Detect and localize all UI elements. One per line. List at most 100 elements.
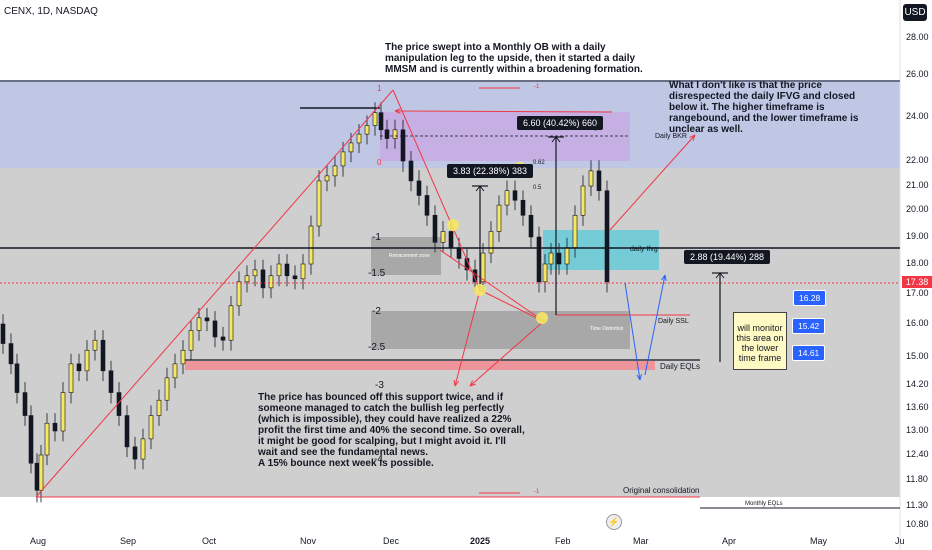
daily-ifvg-zone bbox=[543, 230, 659, 270]
y-tick-label: 18.00 bbox=[906, 258, 929, 268]
candle-body-9 bbox=[60, 392, 66, 432]
std-level-2-5: -2.5 bbox=[368, 342, 386, 353]
std-level-3: -3 bbox=[375, 380, 384, 391]
candle-body-50 bbox=[384, 129, 390, 139]
time-distortion-zone bbox=[371, 311, 630, 349]
proj-up bbox=[644, 274, 666, 376]
label-retracement-zone: Retracement zone bbox=[389, 253, 430, 259]
arrow-up-right bbox=[609, 134, 696, 231]
candle-body-70 bbox=[542, 263, 548, 283]
candle-body-59 bbox=[456, 247, 462, 259]
note-bottom: The price has bounced off this support t… bbox=[258, 392, 525, 469]
bottom-white-zone bbox=[0, 497, 900, 550]
x-tick-label: May bbox=[810, 536, 828, 546]
candle-body-33 bbox=[252, 269, 258, 277]
swing-dot-1 bbox=[447, 219, 459, 231]
candle-body-29 bbox=[220, 336, 226, 341]
y-tick-label: 15.00 bbox=[906, 351, 929, 361]
candle-body-71 bbox=[548, 252, 554, 265]
monitor-note: will monitor this area on the lower time… bbox=[733, 312, 787, 370]
y-tick-label: 10.80 bbox=[906, 519, 929, 529]
measure-line-22pct-arrow bbox=[475, 185, 485, 192]
bf-line-1 bbox=[392, 89, 481, 291]
candle-body-73 bbox=[564, 247, 570, 265]
candle-body-48 bbox=[372, 112, 378, 126]
y-tick-label: 21.00 bbox=[906, 180, 929, 190]
candle-body-68 bbox=[528, 214, 534, 238]
flash-icon[interactable]: ⚡ bbox=[606, 514, 622, 530]
bf-line-3 bbox=[479, 289, 546, 323]
candle-body-47 bbox=[364, 125, 370, 135]
y-tick-label: 17.00 bbox=[906, 288, 929, 298]
candle-body-76 bbox=[588, 170, 594, 187]
arrow-top-left bbox=[394, 110, 613, 113]
candle-body-15 bbox=[108, 370, 114, 393]
target-tag-1: 16.28 bbox=[793, 290, 827, 306]
candle-body-53 bbox=[408, 160, 414, 182]
x-tick-label: Sep bbox=[120, 536, 137, 546]
y-tick-label: 22.00 bbox=[906, 155, 929, 165]
candle-body-51 bbox=[392, 129, 398, 139]
trend-line bbox=[35, 89, 394, 498]
swing-dot-4 bbox=[536, 312, 548, 324]
label-daily-ifvg: daily Ifvg bbox=[630, 246, 658, 253]
fib-062-label: 0.62 bbox=[533, 160, 545, 166]
candle-body-69 bbox=[536, 236, 542, 283]
label-original-consolidation: Original consolidation bbox=[623, 486, 700, 495]
candle-body-10 bbox=[68, 363, 74, 393]
target-tag-2: 15.42 bbox=[792, 318, 826, 334]
candle-body-37 bbox=[284, 263, 290, 277]
label-daily-bkr: Daily BKR bbox=[655, 133, 687, 140]
candle-body-44 bbox=[340, 151, 346, 167]
candle-body-28 bbox=[212, 320, 218, 338]
x-tick-label: Mar bbox=[633, 536, 649, 546]
std-level-4: -4 bbox=[374, 454, 383, 465]
candle-body-56 bbox=[432, 214, 438, 243]
daily-eqls-zone bbox=[185, 361, 655, 370]
candle-body-17 bbox=[124, 415, 130, 448]
candle-body-24 bbox=[180, 349, 186, 365]
y-tick-label: 28.00 bbox=[906, 32, 929, 42]
arrow-to-note-1-head bbox=[469, 380, 476, 387]
y-tick-label: 11.80 bbox=[906, 474, 928, 484]
arrow-up-right-head bbox=[689, 134, 696, 141]
measure-22pct: 3.83 (22.38%) 383 bbox=[447, 164, 534, 178]
x-tick-label: Nov bbox=[300, 536, 317, 546]
x-tick-label: Feb bbox=[555, 536, 571, 546]
label-time-distortion: Time Distortion bbox=[590, 326, 624, 332]
x-tick-label: Ju bbox=[895, 536, 905, 546]
candle-body-63 bbox=[488, 231, 494, 254]
candle-body-11 bbox=[76, 363, 82, 372]
proj-up-head bbox=[661, 274, 667, 281]
candle-body-57 bbox=[440, 231, 446, 243]
axis-bg bbox=[900, 0, 932, 550]
candle-body-65 bbox=[504, 190, 510, 206]
candle-body-42 bbox=[324, 175, 330, 182]
measure-line-19pct-arrow bbox=[715, 272, 725, 279]
currency-badge[interactable]: USD bbox=[903, 4, 927, 21]
candle-body-38 bbox=[292, 275, 298, 280]
y-tick-label: 12.40 bbox=[906, 449, 929, 459]
candle-body-4 bbox=[28, 415, 34, 464]
y-tick-label: 13.00 bbox=[906, 425, 929, 435]
candle-body-54 bbox=[416, 180, 422, 196]
measure-40pct: 6.60 (40.42%) 660 bbox=[517, 116, 604, 130]
y-tick-label: 26.00 bbox=[906, 69, 929, 79]
x-tick-label: Apr bbox=[722, 536, 737, 546]
candle-body-12 bbox=[84, 349, 90, 372]
candle-body-27 bbox=[204, 317, 210, 322]
top-white-zone bbox=[0, 0, 900, 80]
arrow-top-left-head bbox=[394, 108, 401, 114]
candle-body-31 bbox=[236, 281, 242, 307]
symbol-label: CENX, 1D, NASDAQ bbox=[4, 6, 98, 17]
candle-body-3 bbox=[22, 392, 28, 416]
candle-body-13 bbox=[92, 339, 98, 351]
candle-body-77 bbox=[596, 170, 602, 192]
y-tick-label: 19.00 bbox=[906, 231, 929, 241]
current-price-tag: 17.38 bbox=[902, 276, 932, 289]
note-right: What I don't like is that the price disr… bbox=[669, 80, 859, 135]
candle-body-41 bbox=[316, 180, 322, 227]
arrow-to-note-1 bbox=[469, 319, 546, 387]
y-tick-label: 11.30 bbox=[906, 500, 928, 510]
fib-05-label: 0.5 bbox=[533, 185, 542, 191]
